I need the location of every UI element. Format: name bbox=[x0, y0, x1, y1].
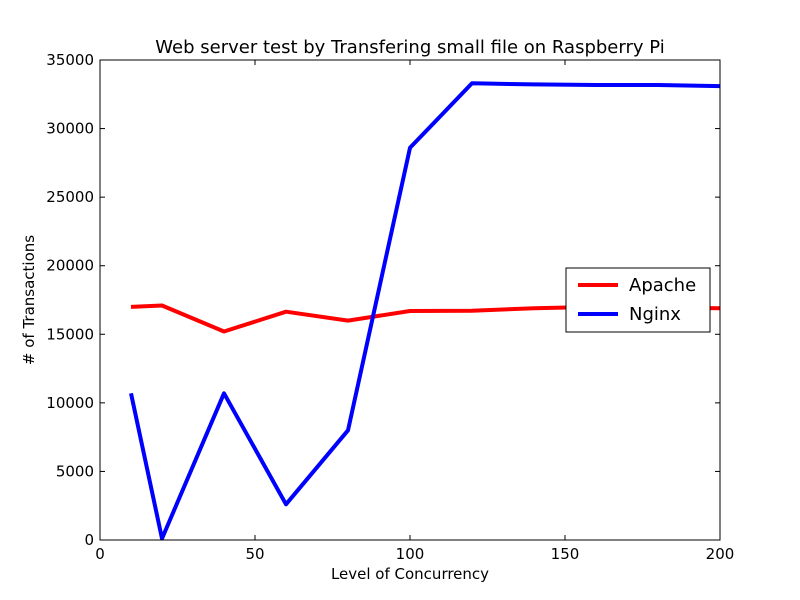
x-tick-label: 100 bbox=[396, 545, 425, 563]
legend-label-apache: Apache bbox=[629, 275, 696, 296]
y-tick-label: 0 bbox=[84, 531, 94, 549]
x-axis-label: Level of Concurrency bbox=[331, 565, 489, 583]
y-tick-label: 5000 bbox=[56, 462, 94, 480]
x-tick-label: 200 bbox=[706, 545, 735, 563]
x-tick-label: 150 bbox=[551, 545, 580, 563]
y-tick-label: 25000 bbox=[46, 188, 94, 206]
y-tick-label: 35000 bbox=[46, 51, 94, 69]
x-tick-label: 0 bbox=[95, 545, 105, 563]
y-tick-label: 30000 bbox=[46, 120, 94, 138]
tick-layer: 0 50 100 150 200 0 5000 10000 15000 20000 25000 300… bbox=[46, 51, 734, 563]
series-line-nginx bbox=[129, 81, 721, 541]
legend: Apache Nginx bbox=[565, 267, 711, 333]
y-tick-label: 20000 bbox=[46, 257, 94, 275]
y-tick-label: 10000 bbox=[46, 394, 94, 412]
legend-box bbox=[565, 267, 711, 333]
chart-title: Web server test by Transfering small fil… bbox=[155, 37, 664, 58]
y-axis-label: # of Transactions bbox=[20, 235, 38, 365]
x-tick-label: 50 bbox=[245, 545, 264, 563]
y-tick-label: 15000 bbox=[46, 325, 94, 343]
legend-label-nginx: Nginx bbox=[629, 304, 681, 325]
